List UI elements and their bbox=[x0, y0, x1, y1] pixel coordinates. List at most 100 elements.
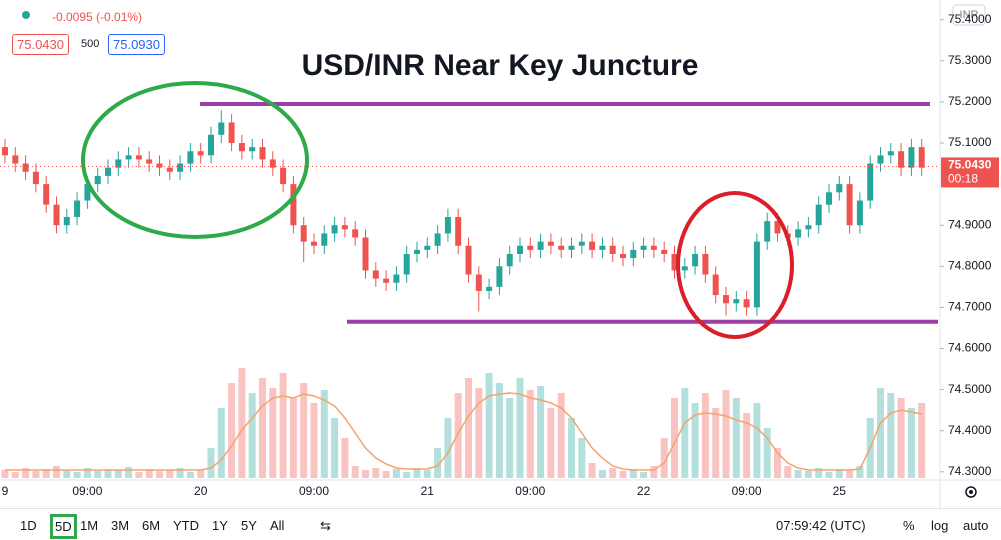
candle-body bbox=[238, 143, 245, 152]
highlight-ellipse bbox=[81, 81, 309, 239]
range-button[interactable]: 3M bbox=[111, 518, 130, 533]
volume-bar bbox=[578, 438, 586, 478]
candle-body bbox=[125, 155, 132, 160]
candle-body bbox=[311, 241, 317, 246]
candle-body bbox=[578, 241, 585, 246]
candle-body bbox=[424, 245, 431, 250]
candle-body bbox=[43, 184, 50, 205]
range-button[interactable]: 1D bbox=[20, 518, 37, 533]
candle-body bbox=[826, 192, 832, 205]
bid[interactable]: 75.0430 bbox=[12, 34, 69, 55]
candle-body bbox=[475, 274, 482, 291]
candle-body bbox=[702, 253, 709, 275]
y-tick-label: 74.7000 bbox=[948, 300, 992, 314]
currency-box[interactable] bbox=[952, 4, 986, 26]
volume-bar bbox=[516, 378, 524, 478]
candle-body bbox=[496, 266, 503, 287]
candle-body bbox=[877, 155, 884, 164]
clock: 07:59:42 (UTC) bbox=[776, 518, 866, 533]
candle-body bbox=[105, 167, 111, 176]
candle-body bbox=[486, 286, 493, 291]
candle-body bbox=[650, 245, 657, 250]
candle-body bbox=[723, 295, 729, 304]
candle-body bbox=[249, 147, 256, 152]
candle-body bbox=[280, 167, 287, 185]
range-button[interactable]: YTD bbox=[173, 518, 199, 533]
volume-bar bbox=[691, 403, 699, 478]
settings-icon[interactable] bbox=[965, 486, 977, 498]
compare-icon[interactable]: ⇆ bbox=[320, 518, 331, 533]
candle-body bbox=[568, 245, 575, 250]
volume-bar bbox=[382, 471, 390, 478]
volume-bar bbox=[784, 466, 792, 478]
candle-body bbox=[671, 253, 678, 271]
volume-bar bbox=[897, 398, 905, 478]
volume-bar bbox=[320, 390, 328, 478]
volume-bar bbox=[423, 470, 431, 478]
x-tick-label: 09:00 bbox=[299, 484, 329, 498]
y-tick-label: 74.9000 bbox=[948, 217, 992, 231]
candle-body bbox=[331, 225, 338, 234]
volume-bar bbox=[248, 393, 256, 478]
quantity: 500 bbox=[81, 38, 100, 50]
volume-bar bbox=[269, 388, 277, 478]
volume-bar bbox=[217, 408, 225, 478]
candle-body bbox=[177, 163, 184, 172]
candle-body bbox=[2, 147, 8, 156]
currency: INR bbox=[960, 9, 979, 21]
volume-bar bbox=[413, 468, 421, 478]
candle-body bbox=[53, 204, 60, 226]
candle-body bbox=[115, 159, 122, 168]
candle-body bbox=[867, 163, 874, 201]
scale-option[interactable]: log bbox=[931, 518, 949, 533]
range-button[interactable]: 5D bbox=[50, 514, 77, 539]
candle-body bbox=[403, 253, 410, 275]
volume-bar bbox=[804, 471, 812, 478]
ask[interactable]: 75.0930 bbox=[108, 34, 165, 55]
volume-bar bbox=[681, 388, 689, 478]
scale-option[interactable]: % bbox=[903, 518, 915, 533]
chart-title: USD/INR Near Key Juncture bbox=[302, 49, 699, 82]
candle-body bbox=[547, 241, 554, 246]
x-tick-label: 9 bbox=[2, 484, 9, 498]
candle-body bbox=[856, 200, 863, 226]
candle-body bbox=[135, 155, 142, 160]
status-dot bbox=[22, 11, 30, 19]
candle-body bbox=[898, 151, 905, 168]
range-button[interactable]: 1Y bbox=[212, 518, 228, 533]
price-change: -0.0095 (-0.01%) bbox=[52, 10, 143, 24]
candle-body bbox=[465, 245, 472, 275]
range-button[interactable]: 1M bbox=[80, 518, 99, 533]
range-button[interactable]: 5Y bbox=[241, 518, 257, 533]
range-button[interactable]: All bbox=[270, 518, 285, 533]
candle-body bbox=[506, 253, 513, 267]
volume-bar bbox=[763, 428, 771, 478]
x-tick-label: 22 bbox=[637, 484, 651, 498]
candle-body bbox=[815, 204, 822, 226]
volume-bar bbox=[94, 471, 102, 478]
candle-body bbox=[414, 249, 420, 254]
candle-body bbox=[269, 159, 276, 168]
volume-bar bbox=[907, 408, 915, 478]
x-tick-label: 20 bbox=[194, 484, 208, 498]
candle-body bbox=[156, 163, 163, 168]
candle-body bbox=[12, 155, 19, 164]
volume-bar bbox=[135, 472, 143, 478]
volume-bar bbox=[279, 373, 287, 478]
candle-body bbox=[733, 299, 740, 304]
volume-bar bbox=[228, 383, 236, 478]
volume-bar bbox=[403, 472, 411, 478]
volume-bar bbox=[526, 390, 534, 478]
scale-option[interactable]: auto bbox=[963, 518, 989, 533]
y-tick-label: 75.4000 bbox=[948, 12, 992, 26]
candle-body bbox=[887, 151, 894, 156]
candle-body bbox=[341, 225, 348, 230]
range-button[interactable]: 6M bbox=[142, 518, 161, 533]
candle-body bbox=[836, 184, 843, 193]
candle-body bbox=[197, 151, 204, 156]
volume-bar bbox=[568, 418, 575, 478]
candle-body bbox=[228, 122, 235, 144]
volume-bar bbox=[372, 468, 380, 478]
candle-body bbox=[753, 241, 760, 308]
